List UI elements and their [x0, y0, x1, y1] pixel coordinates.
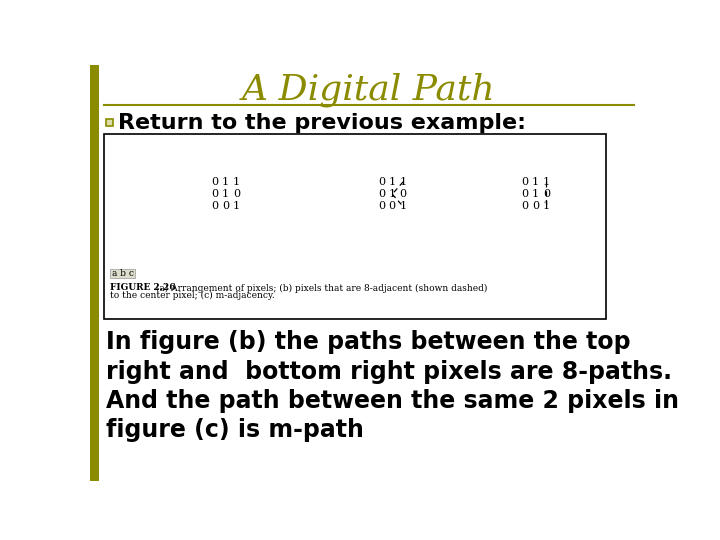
Bar: [90, 65, 99, 481]
Bar: [110, 269, 135, 278]
Text: A Digital Path: A Digital Path: [242, 72, 496, 107]
Text: right and  bottom right pixels are 8-paths.: right and bottom right pixels are 8-path…: [106, 360, 672, 384]
Text: 1: 1: [532, 177, 539, 187]
Text: 0: 0: [222, 201, 229, 212]
Text: to the center pixel; (c) m-adjacency.: to the center pixel; (c) m-adjacency.: [110, 291, 275, 300]
Text: 0: 0: [521, 189, 528, 199]
Text: 0: 0: [389, 201, 396, 212]
Bar: [106, 119, 113, 126]
Text: 0: 0: [233, 189, 240, 199]
Text: In figure (b) the paths between the top: In figure (b) the paths between the top: [106, 330, 630, 354]
Text: 1: 1: [222, 177, 229, 187]
Text: 1: 1: [532, 189, 539, 199]
Text: 1: 1: [233, 177, 240, 187]
Text: 1: 1: [389, 177, 396, 187]
Text: 0: 0: [543, 189, 550, 199]
Text: 0: 0: [378, 177, 385, 187]
Text: And the path between the same 2 pixels in: And the path between the same 2 pixels i…: [106, 389, 678, 413]
Text: 0: 0: [532, 201, 539, 212]
Text: figure (c) is m-path: figure (c) is m-path: [106, 418, 364, 442]
Text: 0: 0: [521, 201, 528, 212]
Text: 1: 1: [543, 201, 550, 212]
Text: 1: 1: [400, 201, 407, 212]
Text: 0: 0: [211, 177, 218, 187]
Text: 0: 0: [378, 189, 385, 199]
Text: 0: 0: [400, 189, 407, 199]
Text: 0: 0: [211, 201, 218, 212]
Text: 0: 0: [521, 177, 528, 187]
Text: 0: 0: [378, 201, 385, 212]
Text: 1: 1: [233, 201, 240, 212]
Text: Return to the previous example:: Return to the previous example:: [118, 112, 526, 132]
Bar: [104, 134, 606, 319]
Text: a b c: a b c: [112, 269, 133, 278]
Text: 1: 1: [222, 189, 229, 199]
Text: 1: 1: [400, 177, 407, 187]
Text: 1: 1: [543, 177, 550, 187]
Text: (a) Arrangement of pixels; (b) pixels that are 8-adjacent (shown dashed): (a) Arrangement of pixels; (b) pixels th…: [150, 284, 488, 293]
Text: 0: 0: [211, 189, 218, 199]
Text: FIGURE 2.26: FIGURE 2.26: [110, 284, 176, 293]
Text: 1: 1: [389, 189, 396, 199]
